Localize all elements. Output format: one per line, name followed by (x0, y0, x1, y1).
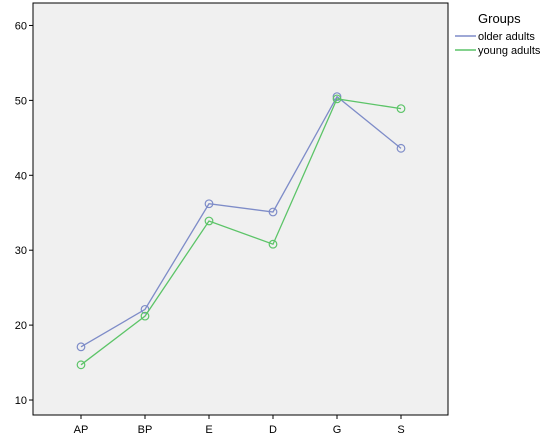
series-older-adults (76, 92, 406, 352)
series-young-adults (76, 94, 406, 370)
series-line-young-adults (80, 98, 402, 366)
point-young-adults-E (204, 216, 214, 226)
x-tick-label-D: D (269, 424, 277, 436)
y-tick-label-60: 60 (15, 20, 27, 32)
plot-area (32, 2, 449, 416)
series-line-older-adults (80, 95, 402, 348)
x-tick-label-AP: AP (74, 424, 89, 436)
legend-item-young-adults: young adults (455, 45, 541, 57)
series-layer (76, 92, 406, 370)
legend-label-young-adults: young adults (478, 45, 541, 57)
legend-label-older-adults: older adults (478, 31, 535, 43)
legend: Groups older adults young adults (455, 11, 541, 57)
legend-items: older adults young adults (455, 31, 541, 57)
point-older-adults-E (204, 199, 214, 209)
point-young-adults-D (268, 239, 278, 249)
y-tick-label-50: 50 (15, 95, 27, 107)
x-tick-label-G: G (333, 424, 342, 436)
point-young-adults-BP (140, 311, 150, 321)
point-older-adults-D (268, 207, 278, 217)
legend-title: Groups (478, 11, 521, 26)
x-axis: AP BP E D G S (74, 415, 405, 436)
point-young-adults-G (332, 94, 342, 104)
y-tick-label-30: 30 (15, 245, 27, 257)
x-tick-label-E: E (205, 424, 212, 436)
y-axis: 10 20 30 40 50 60 (15, 20, 33, 407)
point-young-adults-S (396, 104, 406, 114)
x-tick-label-S: S (397, 424, 404, 436)
point-young-adults-AP (76, 360, 86, 370)
point-older-adults-AP (76, 342, 86, 352)
legend-item-older-adults: older adults (455, 31, 535, 43)
point-older-adults-S (396, 143, 406, 153)
y-tick-label-10: 10 (15, 395, 27, 407)
x-tick-label-BP: BP (138, 424, 153, 436)
y-tick-label-40: 40 (15, 170, 27, 182)
y-tick-label-20: 20 (15, 320, 27, 332)
